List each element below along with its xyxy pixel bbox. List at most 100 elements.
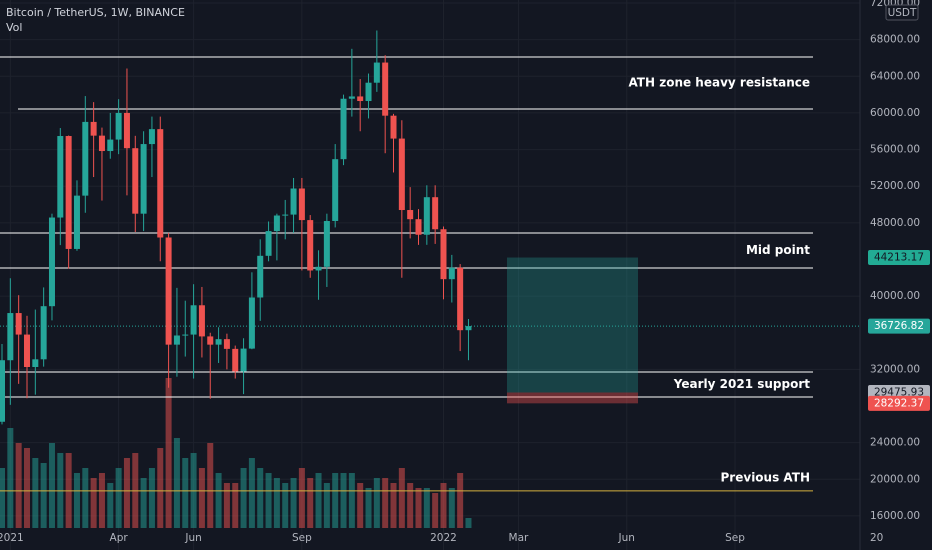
y-tick-label: 68000.00 <box>870 34 920 46</box>
volume-bar <box>457 473 464 528</box>
candle-body <box>390 115 397 139</box>
candle-body <box>357 96 364 102</box>
volume-bar <box>240 468 247 528</box>
candle-layer <box>0 30 472 425</box>
price-tag <box>868 250 930 266</box>
candle-body <box>157 129 164 238</box>
candle-body <box>332 159 339 222</box>
volume-bar <box>265 473 272 528</box>
volume-bar <box>373 478 380 528</box>
price-tag <box>868 395 930 411</box>
candle-body <box>457 267 464 331</box>
volume-bar <box>340 473 347 528</box>
y-tick-label: 56000.00 <box>870 144 920 156</box>
volume-bar <box>232 483 239 528</box>
candle-body <box>440 229 447 280</box>
candle-body <box>432 197 439 230</box>
volume-bar <box>7 428 14 528</box>
y-tick-label: 52000.00 <box>870 180 920 192</box>
candle-body <box>232 348 239 372</box>
volume-bar <box>165 378 172 528</box>
candle-body <box>65 136 72 249</box>
candle-body <box>323 221 330 267</box>
x-tick-label: 2022 <box>430 532 457 544</box>
volume-bar <box>440 483 447 528</box>
candle-body <box>148 129 155 145</box>
y-tick-label: 60000.00 <box>870 107 920 119</box>
volume-bar <box>148 468 155 528</box>
candle-body <box>315 266 322 271</box>
volume-bar <box>82 468 89 528</box>
candle-body <box>73 195 80 249</box>
x-tick-label: Sep <box>725 532 745 544</box>
volume-bar <box>115 468 122 528</box>
candle-body <box>273 215 280 232</box>
candle-body <box>7 313 14 361</box>
candle-body <box>465 326 472 331</box>
volume-bar <box>407 483 414 528</box>
volume-bar <box>223 483 230 528</box>
candle-body <box>190 305 197 335</box>
volume-bar <box>123 458 130 528</box>
volume-bar <box>307 478 314 528</box>
volume-bar <box>282 483 289 528</box>
candle-body <box>215 339 222 345</box>
y-tick-label: 64000.00 <box>870 70 920 82</box>
candle-body <box>407 210 414 220</box>
volume-bar <box>173 438 180 528</box>
position-target-zone <box>507 257 638 393</box>
volume-bar <box>215 473 222 528</box>
volume-bar <box>357 483 364 528</box>
volume-bar <box>32 458 39 528</box>
volume-bar <box>415 488 422 528</box>
candle-body <box>265 231 272 256</box>
volume-bar <box>423 488 430 528</box>
candle-body <box>415 219 422 235</box>
price-tag-label: 44213.17 <box>874 252 924 264</box>
volume-bar <box>90 478 97 528</box>
volume-bar <box>198 468 205 528</box>
volume-bar <box>432 493 439 528</box>
candle-body <box>132 148 139 214</box>
volume-bar <box>73 473 80 528</box>
price-tag <box>868 318 930 334</box>
candle-body <box>290 188 297 215</box>
y-tick-label: 24000.00 <box>870 437 920 449</box>
x-tick-label: Mar <box>509 532 529 544</box>
position-stop-zone <box>507 392 638 404</box>
candle-body <box>98 135 105 152</box>
volume-bar <box>48 443 55 528</box>
candle-body <box>40 306 47 360</box>
unit-box[interactable] <box>885 4 919 21</box>
candle-body <box>448 267 455 280</box>
candle-body <box>257 255 264 298</box>
volume-bar <box>257 468 264 528</box>
price-axis-panel <box>860 0 932 550</box>
axis-layer: 72000.0068000.0064000.0060000.0056000.00… <box>868 0 930 522</box>
candle-body <box>207 336 214 345</box>
volume-bar <box>15 443 22 528</box>
candle-body <box>115 112 122 140</box>
unit-label: USDT <box>888 7 917 19</box>
candle-body <box>32 359 39 368</box>
volume-bar <box>348 473 355 528</box>
volume-bar <box>207 443 214 528</box>
volume-bar <box>273 478 280 528</box>
candle-body <box>198 305 205 337</box>
level-label: Previous ATH <box>721 470 810 484</box>
candle-body <box>223 339 230 349</box>
chart-title: Bitcoin / TetherUS, 1W, BINANCE <box>6 6 185 19</box>
candle-body <box>248 297 255 349</box>
candle-body <box>307 220 314 271</box>
x-tick-label: Jun <box>184 532 201 544</box>
candle-body <box>90 121 97 136</box>
candle-body <box>282 214 289 216</box>
y-tick-label: 40000.00 <box>870 290 920 302</box>
volume-bar <box>323 483 330 528</box>
x-tick-label: Jun <box>618 532 635 544</box>
volume-bar <box>248 458 255 528</box>
price-tag-label: 29475.93 <box>874 387 924 399</box>
price-tag-label: 28292.37 <box>874 397 924 409</box>
volume-label: Vol <box>6 21 22 34</box>
